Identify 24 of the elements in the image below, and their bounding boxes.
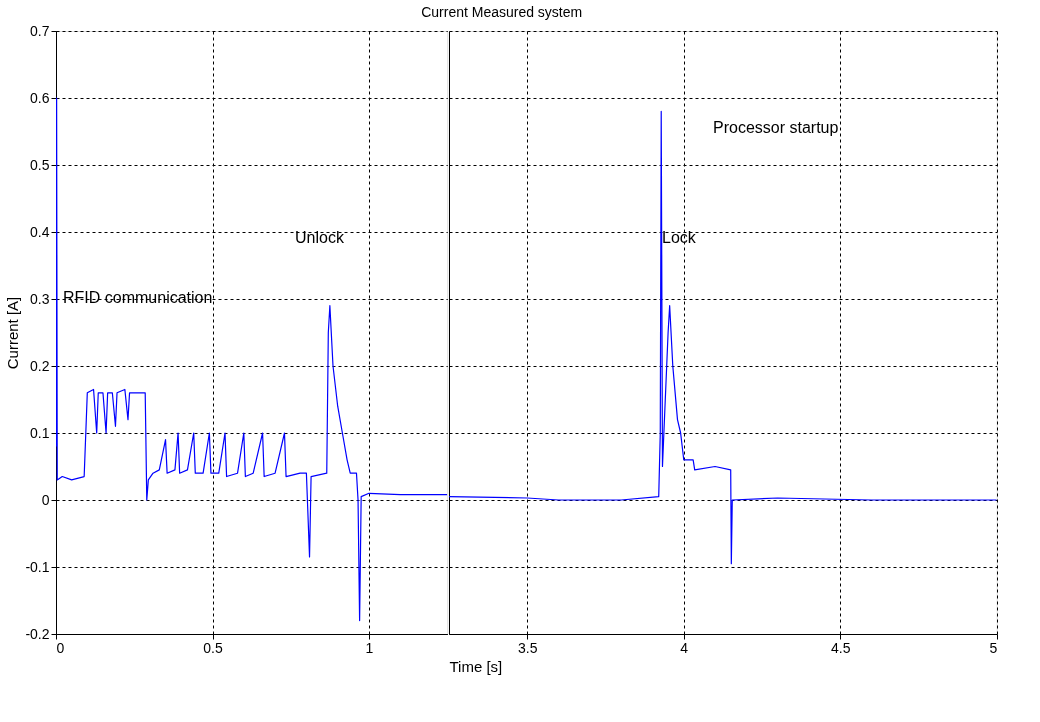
annotation: Lock xyxy=(662,229,697,246)
y-axis-title: Current [A] xyxy=(4,296,22,370)
x-tick-label: 4.5 xyxy=(831,639,851,656)
x-tick-label: 4 xyxy=(680,639,689,656)
y-tick-label: 0.5 xyxy=(30,156,50,173)
y-tick-label: 0.7 xyxy=(30,22,50,39)
y-tick-label: -0.2 xyxy=(25,625,50,642)
x-axis-title: Time [s] xyxy=(449,657,503,675)
y-tick-label: 0.3 xyxy=(30,290,50,307)
y-tick-label: 0.2 xyxy=(30,357,50,374)
y-tick-label: -0.1 xyxy=(25,558,50,575)
annotation: Unlock xyxy=(295,229,345,246)
y-tick-label: 0.1 xyxy=(30,424,50,441)
chart-title: Current Measured system xyxy=(421,3,583,20)
x-tick-label: 3.5 xyxy=(518,639,538,656)
y-tick-label: 0.6 xyxy=(30,89,50,106)
y-tick-label: 0 xyxy=(41,491,50,508)
annotation: RFID communication xyxy=(63,289,213,306)
y-tick-label: 0.4 xyxy=(30,223,50,240)
x-tick-label: 5 xyxy=(989,639,998,656)
annotation: Processor startup xyxy=(713,119,839,136)
x-tick-label: 0.5 xyxy=(203,639,223,656)
x-tick-label: 0 xyxy=(56,639,65,656)
x-tick-label: 1 xyxy=(365,639,374,656)
